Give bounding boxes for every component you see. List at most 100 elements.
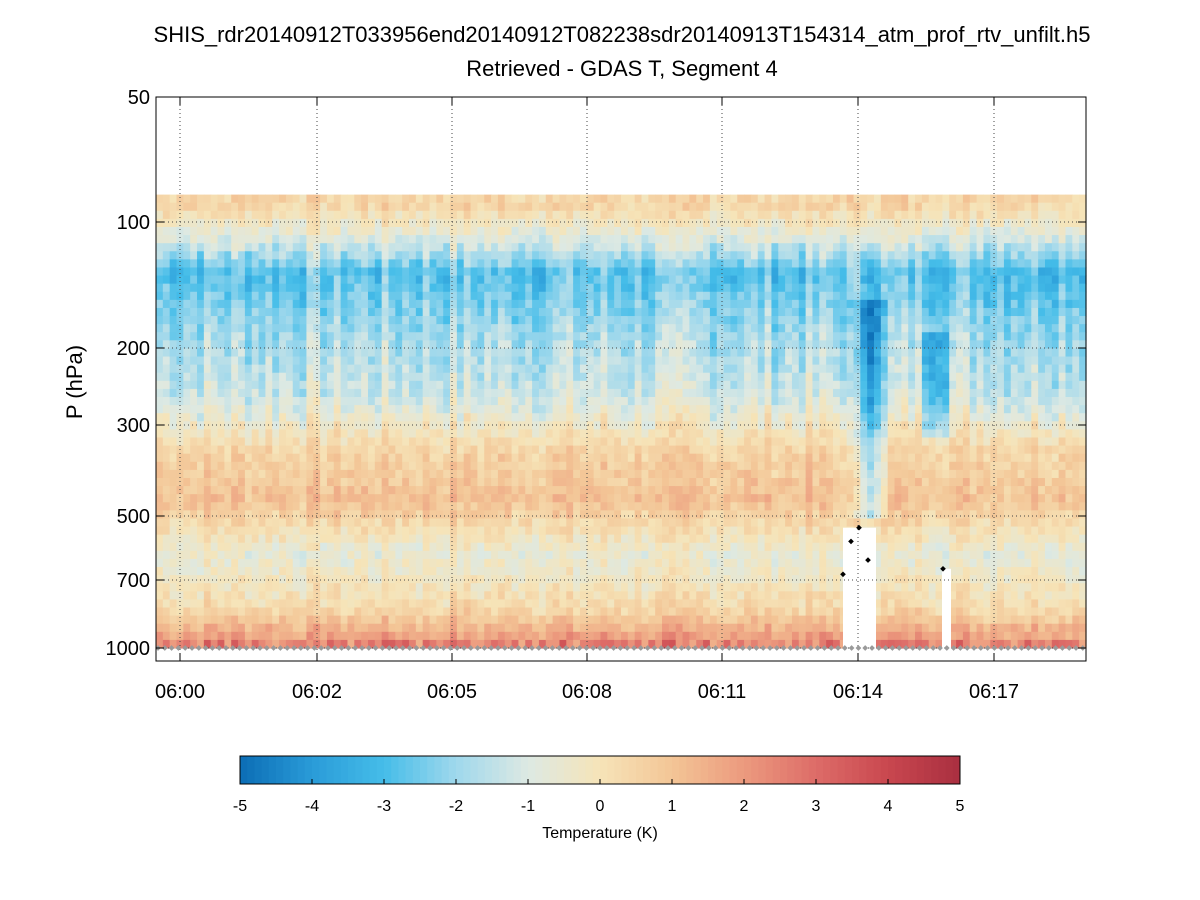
heatmap-cell <box>491 316 499 325</box>
heatmap-cell <box>648 397 656 406</box>
heatmap-cell <box>456 348 465 358</box>
heatmap-cell <box>197 510 205 520</box>
heatmap-cell <box>361 413 369 422</box>
heatmap-cell <box>415 202 424 212</box>
heatmap-cell <box>367 299 376 309</box>
heatmap-cell <box>402 518 410 528</box>
heatmap-cell <box>443 477 451 487</box>
heatmap-cell <box>634 210 643 220</box>
heatmap-cell <box>238 348 246 358</box>
heatmap-cell <box>456 639 465 649</box>
heatmap-cell <box>340 477 349 487</box>
heatmap-cell <box>183 283 191 293</box>
heatmap-cell <box>361 429 369 439</box>
heatmap-cell <box>586 332 595 341</box>
heatmap-cell <box>573 283 581 293</box>
heatmap-cell <box>703 461 711 471</box>
heatmap-cell <box>586 259 595 269</box>
heatmap-cell <box>374 356 383 366</box>
heatmap-cell <box>381 356 390 366</box>
heatmap-cell <box>197 316 205 325</box>
heatmap-cell <box>689 542 697 552</box>
heatmap-cell <box>429 218 437 228</box>
heatmap-cell <box>655 453 663 463</box>
heatmap-cell <box>750 599 759 609</box>
heatmap-cell <box>456 332 465 341</box>
heatmap-cell <box>333 372 342 382</box>
heatmap-cell <box>190 340 198 350</box>
heatmap-cell <box>634 348 643 358</box>
heatmap-cell <box>443 202 451 212</box>
heatmap-cell <box>641 194 649 204</box>
heatmap-cell <box>340 243 349 252</box>
heatmap-cell <box>737 356 745 366</box>
heatmap-cell <box>525 210 533 220</box>
heatmap-cell <box>559 477 567 487</box>
heatmap-cell <box>238 623 246 633</box>
heatmap-cell <box>429 226 437 236</box>
heatmap-cell <box>197 267 205 277</box>
heatmap-cell <box>497 575 506 584</box>
heatmap-cell <box>518 251 526 260</box>
heatmap-cell <box>238 243 246 252</box>
heatmap-cell <box>696 583 704 592</box>
heatmap-cell <box>429 202 437 212</box>
heatmap-cell <box>395 251 403 260</box>
heatmap-cell <box>409 453 417 463</box>
heatmap-cell <box>614 437 622 447</box>
heatmap-cell <box>737 599 745 609</box>
heatmap-cell <box>641 534 649 544</box>
heatmap-cell <box>354 275 362 285</box>
heatmap-cell <box>463 623 472 633</box>
heatmap-cell <box>162 226 171 236</box>
heatmap-cell <box>402 615 410 625</box>
heatmap-cell <box>456 615 465 625</box>
heatmap-cell <box>525 591 533 601</box>
heatmap-cell <box>675 607 684 617</box>
heatmap-cell <box>340 607 349 617</box>
heatmap-cell <box>203 267 212 277</box>
heatmap-cell <box>566 494 574 503</box>
heatmap-cell <box>559 445 567 455</box>
heatmap-cell <box>703 316 711 325</box>
heatmap-cell <box>696 388 704 398</box>
heatmap-cell <box>648 283 656 293</box>
heatmap-cell <box>203 380 212 390</box>
heatmap-cell <box>730 372 738 382</box>
heatmap-cell <box>450 453 458 463</box>
heatmap-cell <box>429 477 437 487</box>
heatmap-cell <box>600 405 608 414</box>
heatmap-cell <box>470 510 478 520</box>
heatmap-cell <box>456 421 465 430</box>
heatmap-cell <box>737 567 745 576</box>
heatmap-cell <box>696 599 704 609</box>
heatmap-cell <box>709 502 718 511</box>
heatmap-cell <box>463 502 472 511</box>
heatmap-cell <box>409 639 417 649</box>
heatmap-cell <box>621 291 629 301</box>
heatmap-cell <box>388 599 396 609</box>
heatmap-cell <box>354 283 362 293</box>
heatmap-cell <box>279 599 287 609</box>
heatmap-cell <box>497 623 506 633</box>
heatmap-cell <box>648 453 656 463</box>
heatmap-cell <box>443 251 451 260</box>
heatmap-cell <box>326 388 335 398</box>
heatmap-cell <box>272 226 280 236</box>
heatmap-cell <box>436 575 444 584</box>
heatmap-cell <box>634 194 643 204</box>
heatmap-cell <box>306 494 314 503</box>
heatmap-cell <box>320 388 328 398</box>
heatmap-cell <box>573 372 581 382</box>
heatmap-cell <box>395 550 403 560</box>
heatmap-cell <box>183 324 191 333</box>
heatmap-cell <box>402 639 410 649</box>
heatmap-cell <box>210 316 219 325</box>
heatmap-cell <box>326 259 335 269</box>
heatmap-cell <box>675 469 684 479</box>
heatmap-cell <box>621 235 629 244</box>
heatmap-cell <box>463 526 472 536</box>
heatmap-cell <box>251 526 260 536</box>
heatmap-cell <box>450 324 458 333</box>
heatmap-cell <box>367 283 376 293</box>
